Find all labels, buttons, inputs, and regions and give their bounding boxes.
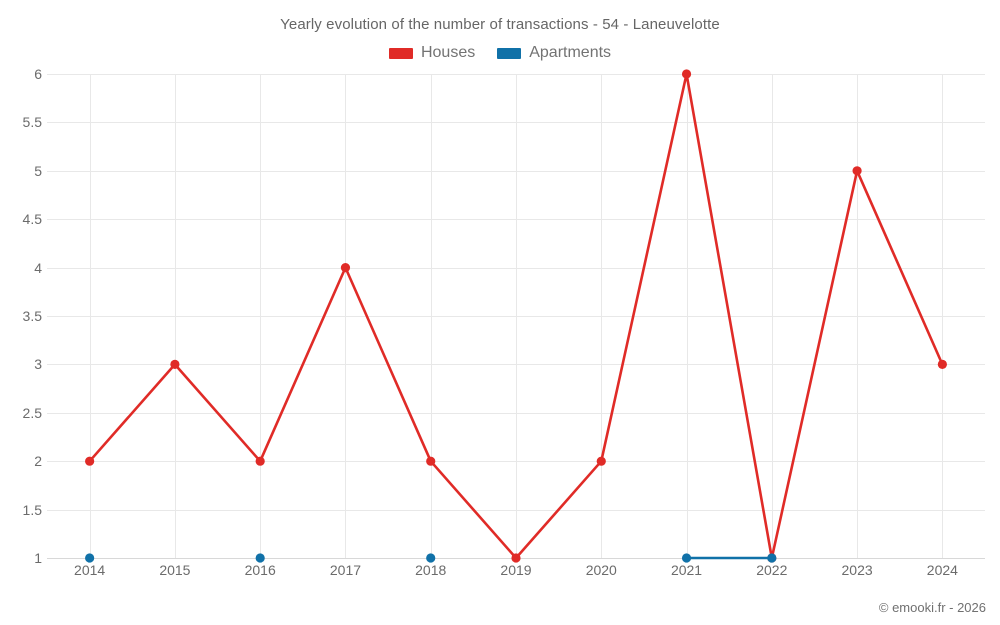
x-axis-tick-label: 2018: [415, 562, 447, 578]
x-axis-tick-label: 2021: [670, 562, 703, 578]
gridline-vertical: [174, 74, 176, 558]
series-houses: [85, 69, 947, 563]
x-axis-tick-label: 2019: [500, 562, 532, 578]
data-point[interactable]: [255, 456, 265, 466]
series-apartments: [85, 553, 777, 563]
footer-credit: © emooki.fr - 2026: [878, 600, 986, 615]
data-point[interactable]: [426, 553, 436, 563]
gridline-vertical: [345, 74, 347, 558]
data-point[interactable]: [767, 553, 777, 563]
y-axis-labels: 1 1.5 2 2.5 3 3.5 4 4.5 5 5.5 6: [0, 66, 42, 566]
y-axis-tick-label: 4: [34, 259, 42, 276]
y-axis-tick-label: 5: [34, 162, 42, 179]
data-point[interactable]: [85, 553, 95, 563]
gridline-vertical: [686, 74, 688, 558]
y-axis-tick-label: 6: [34, 66, 42, 82]
x-axis-tick-label: 2014: [74, 562, 106, 578]
series-line: [88, 72, 944, 560]
y-axis-tick-label: 4.5: [22, 211, 42, 228]
y-axis-tick-label: 3: [34, 356, 42, 373]
data-point[interactable]: [511, 553, 521, 563]
y-axis-tick-label: 1: [34, 550, 42, 566]
x-axis-tick-label: 2015: [159, 562, 191, 578]
y-axis-tick-label: 2: [34, 453, 42, 470]
legend-swatch-icon: [388, 47, 413, 59]
y-axis-tick-label: 2.5: [22, 404, 42, 421]
plot-area: [47, 69, 985, 563]
x-axis-tick-label: 2024: [926, 562, 958, 578]
y-axis-tick-label: 1.5: [22, 501, 42, 518]
chart-legend: Houses Apartments: [0, 44, 1000, 62]
grid-layer: [47, 74, 985, 559]
legend-swatch-icon: [497, 47, 522, 59]
x-axis-tick-label: 2023: [841, 562, 873, 578]
series-layer: [85, 69, 947, 563]
data-point[interactable]: [255, 553, 265, 563]
chart-title: Yearly evolution of the number of transa…: [280, 16, 720, 33]
x-axis-tick-label: 2017: [329, 562, 362, 578]
x-axis-tick-label: 2022: [756, 562, 788, 578]
gridline-vertical: [942, 74, 944, 558]
gridline-vertical: [771, 74, 773, 558]
data-point[interactable]: [596, 456, 606, 466]
legend-entry-houses[interactable]: Houses: [388, 44, 476, 62]
data-point[interactable]: [852, 166, 862, 176]
gridline-vertical: [89, 74, 91, 558]
y-axis-tick-label: 5.5: [22, 114, 42, 131]
x-axis-tick-label: 2020: [585, 562, 617, 578]
data-point[interactable]: [937, 359, 947, 369]
data-point[interactable]: [681, 553, 692, 563]
data-point[interactable]: [681, 69, 692, 79]
gridline-vertical: [857, 74, 859, 558]
legend-entry-apartments[interactable]: Apartments: [497, 44, 611, 62]
gridline-vertical: [601, 74, 603, 558]
x-axis-labels: 2014 2015 2016 2017 2018 2019 2020 2021 2022 2023…: [47, 562, 985, 588]
x-axis-tick-label: 2016: [244, 562, 276, 578]
data-point[interactable]: [170, 359, 180, 369]
gridline-vertical: [260, 74, 262, 558]
data-point[interactable]: [85, 456, 95, 466]
gridline-vertical: [430, 74, 432, 558]
legend-label: Apartments: [529, 44, 612, 61]
y-axis-tick-label: 3.5: [22, 308, 42, 324]
legend-label: Houses: [420, 44, 476, 61]
gridline-vertical: [516, 74, 517, 558]
data-point[interactable]: [340, 263, 351, 273]
data-point[interactable]: [426, 456, 436, 466]
